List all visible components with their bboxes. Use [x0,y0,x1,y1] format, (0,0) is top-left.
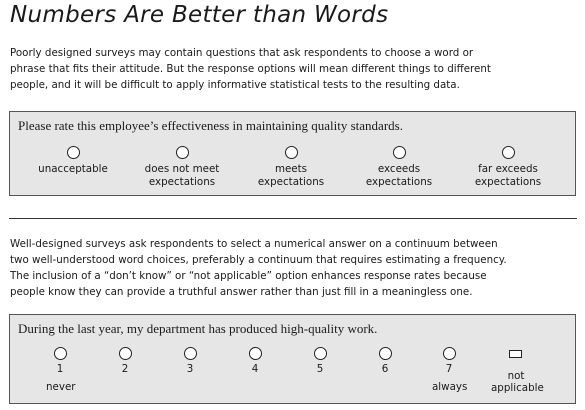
not-applicable-label: not applicable [491,370,544,394]
option-label-line: expectations [257,176,325,188]
body-line: two well-understood word choices, prefer… [10,254,507,266]
radio-3[interactable] [184,347,197,360]
radio-does-not-meet[interactable] [176,146,189,159]
body-line: The inclusion of a “don’t know” or “not … [10,270,487,282]
option-label-meets: meets expectations [236,163,346,189]
intro-line: phrase that fits their attitude. But the… [10,63,491,75]
radio-1[interactable] [54,347,67,360]
scale-number-5: 5 [316,363,324,375]
word-rating-question: Please rate this employee’s effectivenes… [18,118,403,133]
page-title: Numbers Are Better than Words [10,2,389,28]
option-label-line: expectations [474,176,542,188]
radio-4[interactable] [249,347,262,360]
body-line: people know they can provide a truthful … [10,286,473,298]
radio-5[interactable] [314,347,327,360]
option-label-line: expectations [148,176,216,188]
scale-number-2: 2 [121,363,129,375]
option-label-line: unacceptable [38,163,108,175]
not-applicable-line: not [507,370,525,382]
radio-6[interactable] [379,347,392,360]
option-label-line: exceeds [377,163,421,175]
intro-line: Poorly designed surveys may contain ques… [10,47,474,59]
scale-number-1: 1 [56,363,64,375]
scale-number-3: 3 [186,363,194,375]
numeric-rating-question: During the last year, my department has … [18,321,378,336]
body-paragraph: Well-designed surveys ask respondents to… [10,236,570,300]
radio-7[interactable] [443,347,456,360]
scale-number-6: 6 [381,363,389,375]
option-label-exceeds: exceeds expectations [344,163,454,189]
anchor-always: always [432,381,468,393]
anchor-never: never [46,381,76,393]
radio-unacceptable[interactable] [67,146,80,159]
word-rating-example-box: Please rate this employee’s effectivenes… [9,111,576,196]
option-label-line: far exceeds [478,163,538,175]
option-label-line: meets [274,163,308,175]
section-divider [9,218,577,219]
scale-number-4: 4 [251,363,259,375]
option-label-does-not-meet: does not meet expectations [127,163,237,189]
checkbox-not-applicable[interactable] [509,350,522,358]
option-label-line: expectations [365,176,433,188]
numeric-rating-example-box: During the last year, my department has … [9,314,576,404]
option-label-line: does not meet [144,163,220,175]
radio-far-exceeds[interactable] [502,146,515,159]
radio-2[interactable] [119,347,132,360]
option-label-far-exceeds: far exceeds expectations [453,163,563,189]
option-label-unacceptable: unacceptable [18,163,128,176]
radio-exceeds[interactable] [393,146,406,159]
radio-meets[interactable] [285,146,298,159]
intro-line: people, and it will be difficult to appl… [10,79,460,91]
intro-paragraph: Poorly designed surveys may contain ques… [10,45,570,93]
scale-number-7: 7 [445,363,453,375]
body-line: Well-designed surveys ask respondents to… [10,238,498,250]
not-applicable-line: applicable [491,382,544,394]
